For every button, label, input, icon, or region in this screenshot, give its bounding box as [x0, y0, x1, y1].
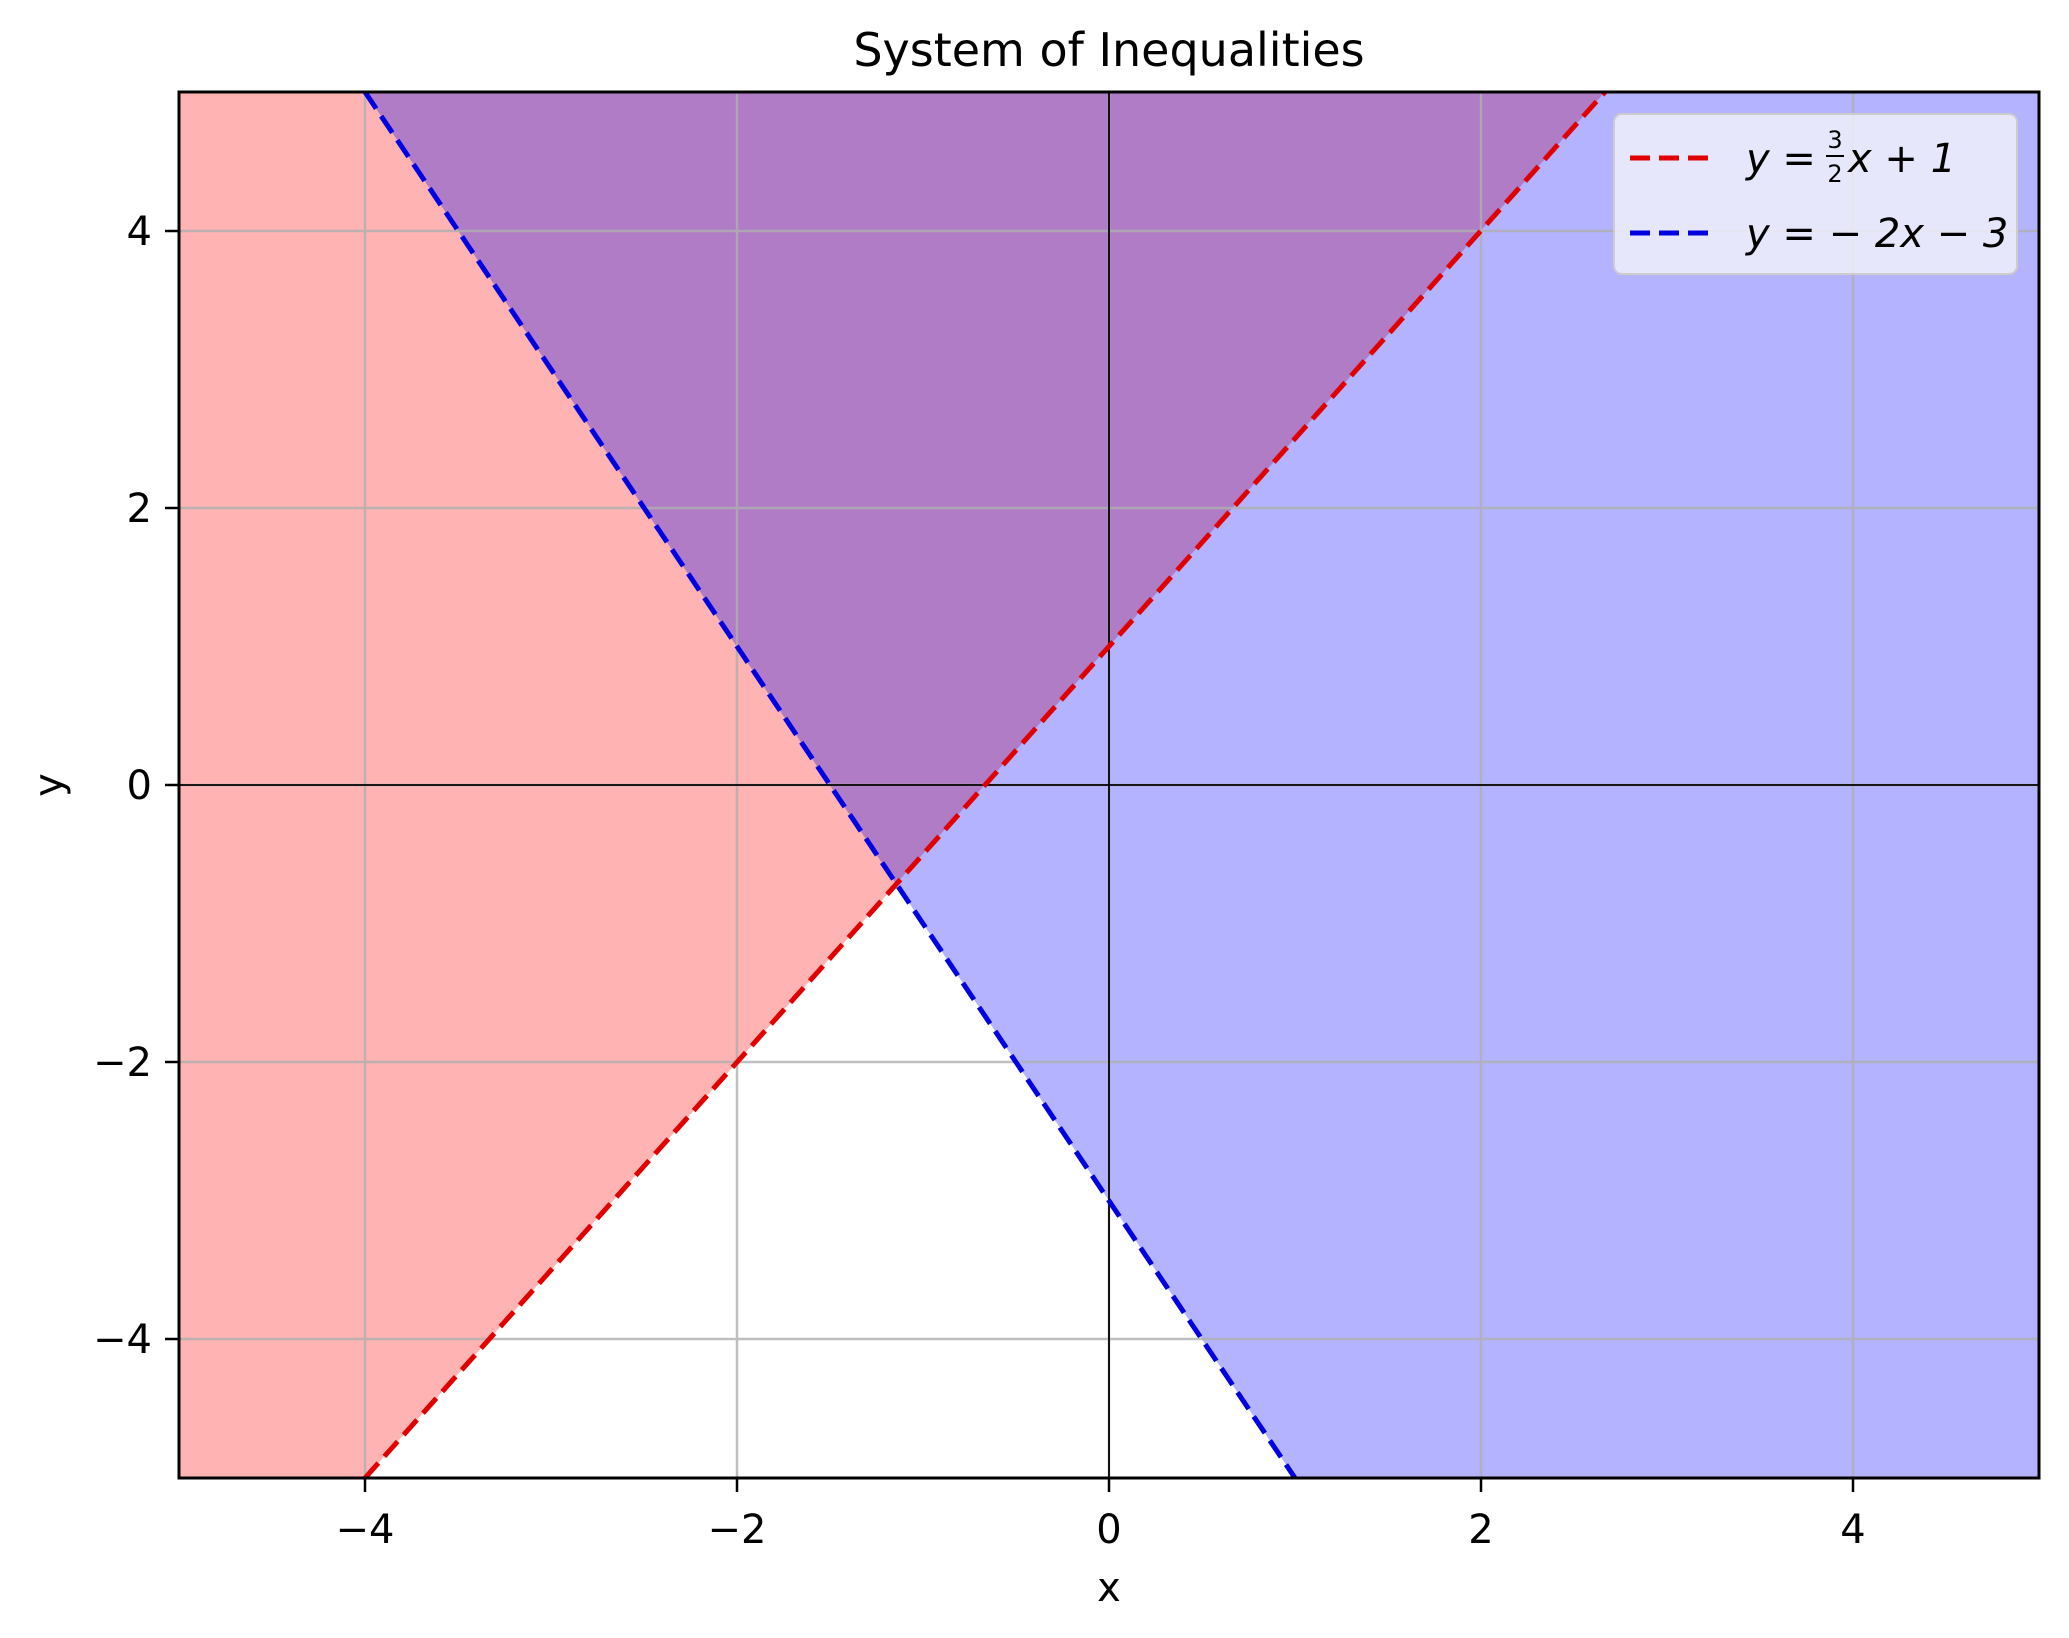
legend-item-red: y = 3 2 x + 1: [1745, 126, 1956, 188]
y-tick-label: −2: [93, 1040, 152, 1086]
overlap-region: [365, 92, 1605, 884]
y-tick-label: −4: [93, 1317, 152, 1363]
y-tick-label: 0: [127, 763, 152, 809]
x-ticks: [363, 1478, 1855, 1492]
x-tick-label: −2: [708, 1507, 767, 1553]
y-axis-label: y: [26, 773, 72, 797]
y-ticks: [165, 229, 179, 1341]
legend-item-blue: y = − 2x − 3: [1745, 211, 2008, 257]
chart-title: System of Inequalities: [853, 23, 1364, 77]
legend-red-num: 3: [1827, 126, 1842, 154]
x-tick-label: 0: [1096, 1507, 1121, 1553]
legend-red-den: 2: [1827, 160, 1842, 188]
y-tick-label: 4: [127, 209, 152, 255]
red-dashed-line: [363, 92, 1607, 1478]
x-tick-label: −4: [336, 1507, 395, 1553]
legend: y = 3 2 x + 1 y = − 2x − 3: [1613, 113, 2018, 275]
x-tick-label: 4: [1840, 1507, 1865, 1553]
y-tick-label: 2: [127, 486, 152, 532]
x-axis-label: x: [1097, 1565, 1121, 1611]
plot-area: [179, 92, 2039, 1478]
blue-dashed-line: [362, 92, 1298, 1478]
x-tick-label: 2: [1468, 1507, 1493, 1553]
legend-red-post: x + 1: [1846, 136, 1956, 182]
legend-red-pre: y =: [1745, 136, 1816, 182]
